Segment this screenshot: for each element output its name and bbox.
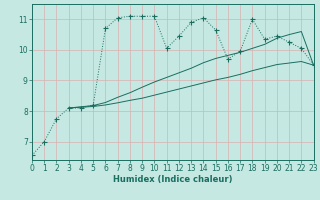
X-axis label: Humidex (Indice chaleur): Humidex (Indice chaleur)	[113, 175, 233, 184]
